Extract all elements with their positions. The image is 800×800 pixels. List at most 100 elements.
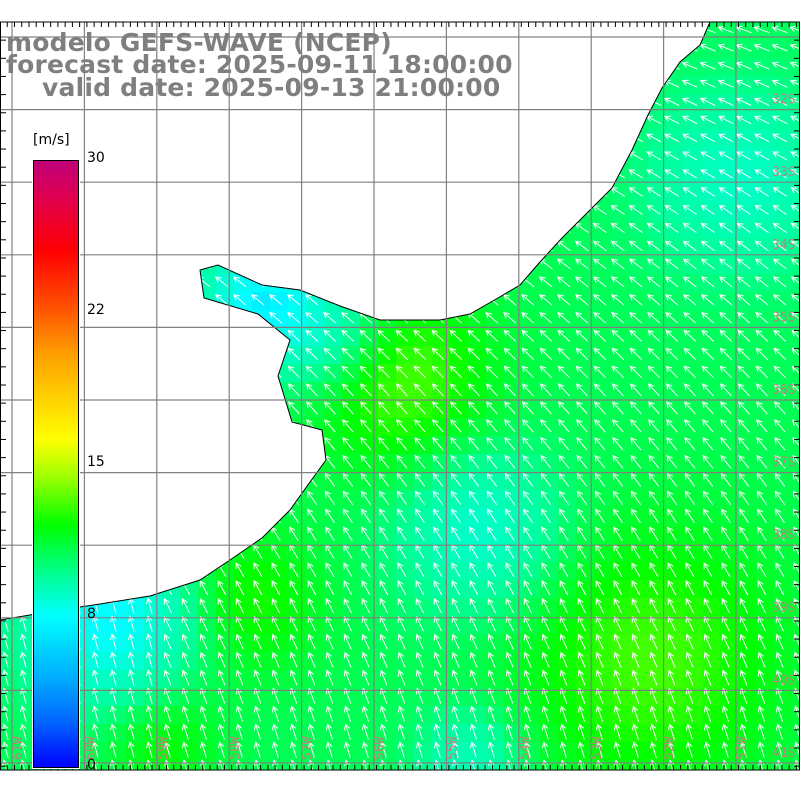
wind-arrow — [268, 151, 284, 161]
wind-arrow — [90, 436, 102, 451]
wind-arrow — [216, 454, 228, 469]
wind-cell — [540, 418, 559, 437]
wind-arrow — [557, 365, 570, 379]
wind-cell — [306, 328, 325, 347]
wind-arrow — [627, 43, 644, 52]
wind-arrow — [343, 580, 353, 596]
wind-arrow — [484, 222, 499, 234]
wind-arrow — [610, 240, 625, 252]
wind-arrow — [737, 383, 750, 397]
wind-arrow — [358, 169, 374, 179]
wind-cell — [666, 22, 685, 41]
wind-arrow — [612, 401, 624, 415]
wind-arrow — [414, 472, 426, 487]
wind-cell — [684, 490, 703, 509]
wind-arrow — [614, 741, 621, 758]
wind-cell — [720, 238, 739, 257]
wind-arrow — [414, 401, 426, 415]
wind-arrow — [573, 97, 590, 106]
wind-cell — [738, 274, 757, 293]
wind-arrow — [396, 454, 408, 469]
wind-arrow — [681, 97, 698, 106]
wind-arrow — [340, 240, 355, 252]
wind-arrow — [20, 723, 27, 740]
wind-cell — [126, 202, 145, 221]
wind-cell — [306, 130, 325, 149]
wind-cell — [792, 688, 800, 707]
wind-cell — [306, 220, 325, 239]
wind-cell — [252, 274, 271, 293]
wind-cell — [126, 760, 145, 770]
wind-arrow — [433, 651, 442, 668]
wind-arrow — [394, 240, 409, 252]
wind-arrow — [757, 580, 767, 596]
wind-arrow — [448, 204, 463, 215]
wind-arrow — [736, 276, 751, 288]
wind-arrow — [109, 526, 119, 542]
wind-arrow — [559, 580, 569, 596]
wind-cell — [774, 166, 793, 185]
wind-cell — [144, 148, 163, 167]
wind-arrow — [503, 365, 516, 379]
wind-arrow — [789, 115, 800, 125]
wind-arrow — [523, 669, 532, 686]
wind-cell — [306, 184, 325, 203]
wind-cell — [540, 40, 559, 59]
wind-cell — [774, 202, 793, 221]
wind-arrow — [160, 169, 176, 179]
wind-arrow — [394, 222, 409, 234]
wind-arrow — [179, 383, 192, 397]
wind-arrow — [270, 454, 282, 469]
wind-arrow — [125, 365, 138, 379]
wind-cell — [666, 184, 685, 203]
wind-cell — [540, 76, 559, 95]
wind-cell — [558, 130, 577, 149]
wind-arrow — [487, 723, 495, 740]
wind-cell — [414, 238, 433, 257]
wind-arrow — [631, 633, 640, 650]
wind-arrow — [631, 562, 641, 578]
wind-arrow — [307, 508, 317, 523]
wind-cell — [234, 472, 253, 491]
wind-arrow — [214, 204, 229, 215]
wind-cell — [234, 454, 253, 473]
wind-cell — [684, 562, 703, 581]
wind-arrow — [663, 25, 680, 34]
wind-cell — [630, 310, 649, 329]
wind-arrow — [793, 669, 800, 686]
wind-cell — [504, 418, 523, 437]
wind-arrow — [592, 222, 607, 234]
wind-arrow — [161, 383, 174, 397]
wind-arrow — [231, 115, 248, 125]
wind-cell — [180, 400, 199, 419]
wind-arrow — [736, 258, 751, 270]
wind-arrow — [178, 151, 194, 161]
wind-cell — [738, 202, 757, 221]
wind-arrow — [681, 43, 698, 52]
wind-arrow — [722, 741, 729, 758]
wind-cell — [90, 130, 109, 149]
wind-cell — [396, 364, 415, 383]
wind-arrow — [664, 240, 679, 252]
wind-arrow — [556, 204, 571, 215]
wind-cell — [450, 760, 469, 770]
wind-cell — [378, 328, 397, 347]
wind-cell — [396, 400, 415, 419]
wind-cell — [468, 760, 487, 770]
wind-cell — [666, 526, 685, 545]
wind-arrow — [592, 240, 607, 252]
wind-arrow — [379, 705, 388, 722]
wind-cell — [630, 292, 649, 311]
wind-arrow — [558, 419, 570, 433]
wind-arrow — [793, 508, 800, 523]
wind-cell — [270, 202, 289, 221]
wind-cell — [126, 220, 145, 239]
wind-arrow — [162, 419, 174, 433]
wind-arrow — [505, 615, 514, 632]
wind-cell — [702, 292, 721, 311]
wind-cell — [108, 634, 127, 653]
wind-cell — [612, 238, 631, 257]
wind-cell — [90, 418, 109, 437]
wind-cell — [342, 346, 361, 365]
latitude-label: 35S — [772, 310, 795, 325]
